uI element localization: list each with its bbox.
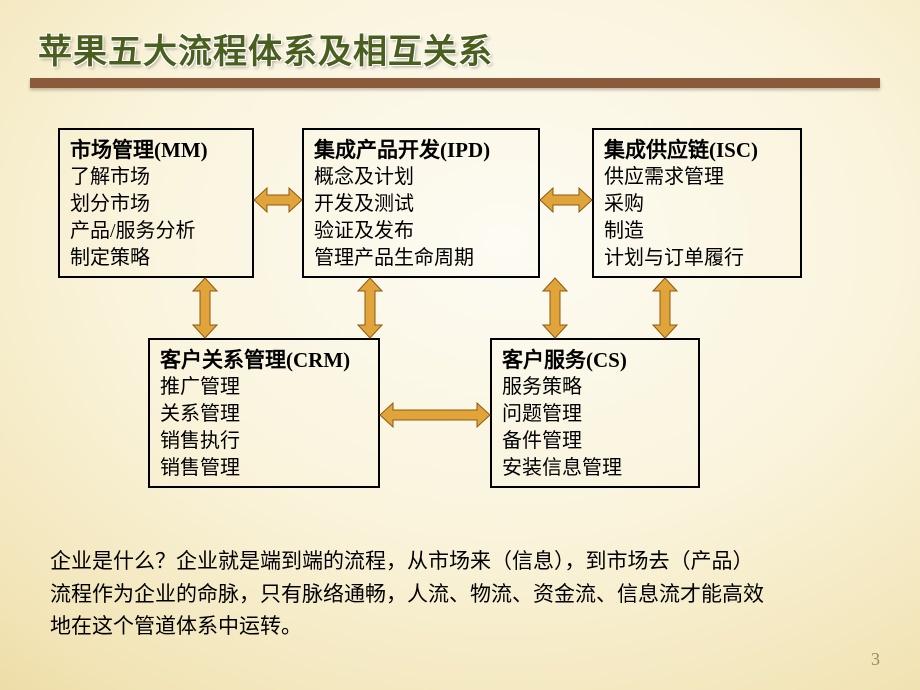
node-item: 制定策略 [70,245,242,272]
page-number: 3 [871,649,880,670]
node-title: 市场管理(MM) [70,136,242,164]
node-item: 销售管理 [160,455,368,482]
node-item: 安装信息管理 [502,455,688,482]
double-arrow [254,188,302,212]
body-line: 企业是什么？企业就是端到端的流程，从市场来（信息），到市场去（产品） [50,549,754,573]
double-arrow [358,278,382,338]
node-item: 概念及计划 [314,164,528,191]
body-line: 流程作为企业的命脉，只有脉络通畅，人流、物流、资金流、信息流才能高效 [50,582,764,606]
node-item: 问题管理 [502,401,688,428]
double-arrow [540,188,592,212]
node-item: 备件管理 [502,428,688,455]
double-arrow [653,278,677,338]
node-item: 供应需求管理 [604,164,790,191]
node-item: 计划与订单履行 [604,245,790,272]
body-line: 地在这个管道体系中运转。 [50,614,302,638]
node-item: 划分市场 [70,191,242,218]
node-title: 客户关系管理(CRM) [160,346,368,374]
node-cs: 客户服务(CS) 服务策略 问题管理 备件管理 安装信息管理 [490,338,700,488]
node-item: 服务策略 [502,374,688,401]
node-title: 集成供应链(ISC) [604,136,790,164]
double-arrow [543,278,567,338]
node-item: 采购 [604,191,790,218]
double-arrow [193,278,217,338]
node-item: 销售执行 [160,428,368,455]
node-item: 了解市场 [70,164,242,191]
node-item: 验证及发布 [314,218,528,245]
node-item: 产品/服务分析 [70,218,242,245]
node-mm: 市场管理(MM) 了解市场 划分市场 产品/服务分析 制定策略 [58,128,254,278]
node-item: 关系管理 [160,401,368,428]
node-title: 客户服务(CS) [502,346,688,374]
node-title: 集成产品开发(IPD) [314,136,528,164]
node-isc: 集成供应链(ISC) 供应需求管理 采购 制造 计划与订单履行 [592,128,802,278]
node-ipd: 集成产品开发(IPD) 概念及计划 开发及测试 验证及发布 管理产品生命周期 [302,128,540,278]
node-item: 制造 [604,218,790,245]
node-item: 推广管理 [160,374,368,401]
double-arrow [380,403,490,427]
slide-body-text: 企业是什么？企业就是端到端的流程，从市场来（信息），到市场去（产品） 流程作为企… [50,545,870,643]
node-crm: 客户关系管理(CRM) 推广管理 关系管理 销售执行 销售管理 [148,338,380,488]
node-item: 开发及测试 [314,191,528,218]
node-item: 管理产品生命周期 [314,245,528,272]
